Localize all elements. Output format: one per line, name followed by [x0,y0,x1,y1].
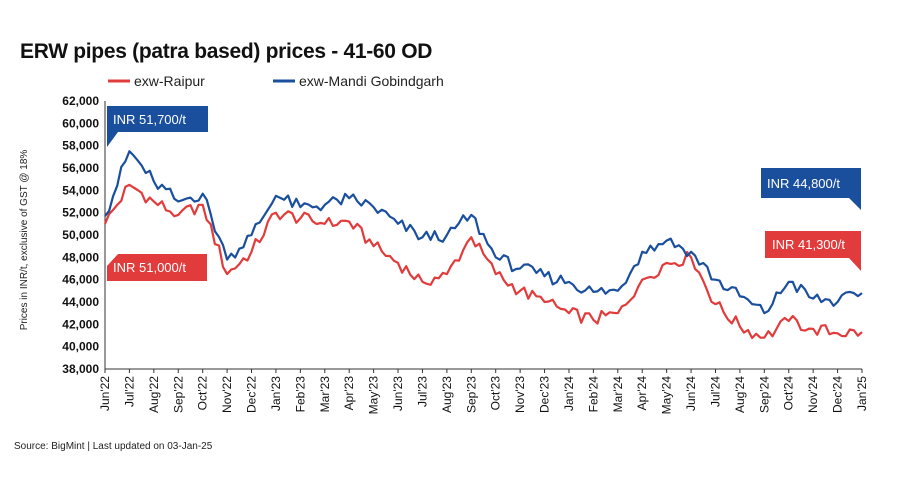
callout-raipur-end-box [765,231,861,271]
x-tick-label: Mar'23 [318,376,332,413]
x-tick-label: Mar'24 [611,376,625,413]
x-tick-label: Oct'22 [196,376,210,411]
source-note: Source: BigMint | Last updated on 03-Jan… [14,441,213,452]
x-tick-label: Nov'24 [806,376,820,413]
x-tick-label: Jul'22 [122,376,136,407]
x-tick-label: Dec'24 [831,376,845,413]
x-tick-label: Jun'23 [391,376,405,411]
x-tick-label: Jun'22 [98,376,112,411]
y-tick-label: 48,000 [62,250,99,264]
x-tick-label: May'23 [367,376,381,415]
x-tick-label: Aug'23 [440,376,454,413]
x-tick-label: Nov'22 [220,376,234,413]
y-tick-label: 42,000 [62,317,99,331]
callout-mandi-end: INR 44,800/t [761,168,861,210]
callout-raipur-start-box [107,254,207,281]
x-tick-label: Oct'24 [782,376,796,411]
y-tick-label: 60,000 [62,116,99,130]
y-tick-label: 38,000 [62,362,99,376]
y-tick-label: 56,000 [62,161,99,175]
x-tick-label: Jan'24 [562,376,576,411]
legend-label-mandi-gobindgarh: exw-Mandi Gobindgarh [299,73,444,89]
callout-raipur-start: INR 51,000/t [107,254,207,281]
y-tick-label: 62,000 [62,94,99,108]
y-tick-label: 58,000 [62,139,99,153]
callout-raipur-end-text: INR 41,300/t [772,237,845,252]
series-line-exw-raipur [103,183,863,340]
x-tick-label: Feb'23 [293,376,307,413]
x-tick-label: Dec'23 [538,376,552,413]
x-tick-label: May'24 [660,376,674,415]
x-tick-label: Jan'25 [855,376,869,411]
legend: exw-Raipur exw-Mandi Gobindgarh [108,73,444,89]
callout-mandi-end-text: INR 44,800/t [767,176,840,191]
x-tick-label: Feb'24 [586,376,600,413]
x-tick-label: Sep'24 [757,376,771,413]
x-tick-label: Oct'23 [489,376,503,411]
x-tick-label: Jan'23 [269,376,283,411]
callout-mandi-start-text: INR 51,700/t [113,112,186,127]
x-tick-label: Aug'22 [147,376,161,413]
x-tick-label: Jun'24 [684,376,698,411]
x-tick-label: Jul'24 [708,376,722,407]
x-tick-label: Apr'24 [635,376,649,411]
y-tick-label: 46,000 [62,273,99,287]
series-lines [103,150,863,340]
x-tick-label: Jul'23 [415,376,429,407]
y-axis-title: Prices in INR/t, exclusive of GST @ 18% [19,150,30,331]
x-tick-label: Sep'22 [171,376,185,413]
y-tick-label: 50,000 [62,228,99,242]
y-tick-label: 52,000 [62,206,99,220]
y-tick-label: 40,000 [62,340,99,354]
series-line-exw-mandi-gobindgarh [104,150,863,315]
legend-label-raipur: exw-Raipur [134,73,205,89]
axes: 38,000 40,000 42,000 44,000 46,000 48,000 50,0… [62,94,869,414]
y-tick-label: 54,000 [62,183,99,197]
callout-mandi-start-box [107,106,208,147]
callout-raipur-end: INR 41,300/t [765,231,861,271]
callout-mandi-start: INR 51,700/t [107,106,208,147]
chart-title: ERW pipes (patra based) prices - 41-60 O… [20,40,433,63]
callout-raipur-start-text: INR 51,000/t [113,260,186,275]
x-tick-label: Nov'23 [513,376,527,413]
callout-mandi-end-box [761,168,861,210]
y-tick-label: 44,000 [62,295,99,309]
x-tick-label: Apr'23 [342,376,356,411]
x-tick-label: Dec'22 [245,376,259,413]
x-tick-label: Aug'24 [733,376,747,413]
x-tick-label: Sep'23 [464,376,478,413]
